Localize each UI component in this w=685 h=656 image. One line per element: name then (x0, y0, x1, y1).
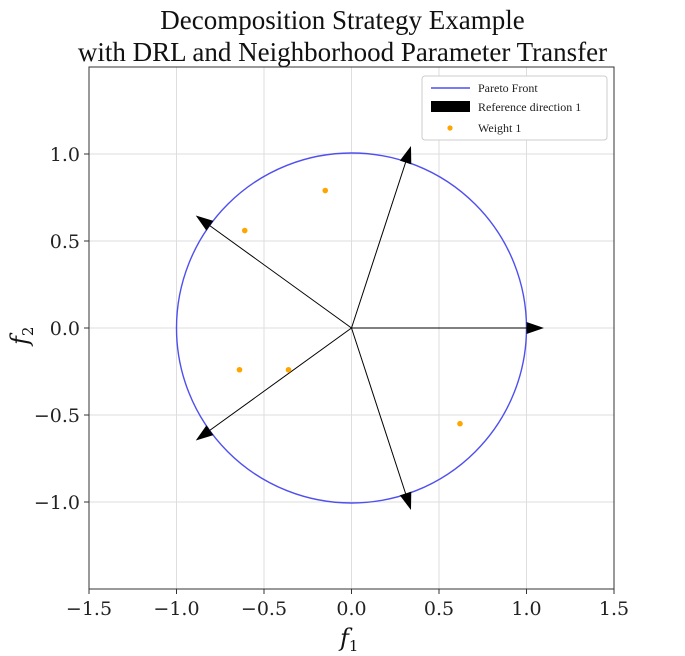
weight-point (241, 227, 248, 234)
legend: Pareto Front Reference direction 1 Weigh… (421, 75, 608, 141)
x-tick-label: −1.0 (153, 598, 199, 620)
reference-direction-arrowhead (526, 322, 544, 334)
chart-title-line-1: Decomposition Strategy Example (160, 5, 525, 35)
x-tick-label: 0.0 (336, 598, 366, 620)
weight-point (322, 187, 329, 194)
y-tick-label: −1.0 (34, 492, 80, 514)
legend-weight-swatch (447, 125, 453, 131)
legend-weight-label: Weight 1 (478, 121, 521, 135)
y-tick-label: 0.0 (50, 318, 80, 340)
legend-direction-swatch (431, 101, 470, 112)
reference-direction-line (351, 327, 407, 494)
x-tick-label: 1.5 (599, 598, 629, 620)
legend-direction-label: Reference direction 1 (478, 100, 581, 114)
x-axis-label: f1 (338, 624, 358, 655)
y-tick-label: 1.0 (50, 144, 80, 166)
x-tick-label: −1.5 (66, 598, 112, 620)
weight-point (457, 420, 463, 427)
x-tick-label: 1.0 (511, 598, 541, 620)
reference-direction-line (209, 225, 352, 329)
reference-direction-arrowhead (195, 425, 214, 441)
chart-title-line-2: with DRL and Neighborhood Parameter Tran… (77, 37, 608, 67)
legend-pareto-label: Pareto Front (478, 81, 538, 95)
weight-point (236, 366, 243, 373)
reference-directions (195, 145, 544, 511)
x-tick-label: 0.5 (424, 598, 454, 620)
y-tick-label: 0.5 (50, 231, 80, 253)
reference-direction-line (209, 327, 352, 431)
y-axis-label-sub: 2 (19, 327, 37, 337)
y-ticks: 1.0 0.5 0.0 −0.5 −1.0 (34, 144, 89, 514)
weight-points (236, 187, 463, 427)
x-tick-label: −0.5 (241, 598, 287, 620)
x-axis-label-sub: 1 (349, 637, 359, 655)
reference-direction-arrowhead (399, 491, 412, 511)
reference-direction-arrowhead (399, 145, 412, 165)
legend-box (421, 75, 608, 141)
reference-direction-arrowhead (195, 215, 214, 231)
weight-point (285, 366, 292, 373)
x-ticks: −1.5 −1.0 −0.5 0.0 0.5 1.0 1.5 (66, 589, 629, 620)
y-tick-label: −0.5 (34, 405, 80, 427)
reference-direction-line (351, 162, 407, 329)
y-axis-label: f2 (6, 327, 37, 347)
